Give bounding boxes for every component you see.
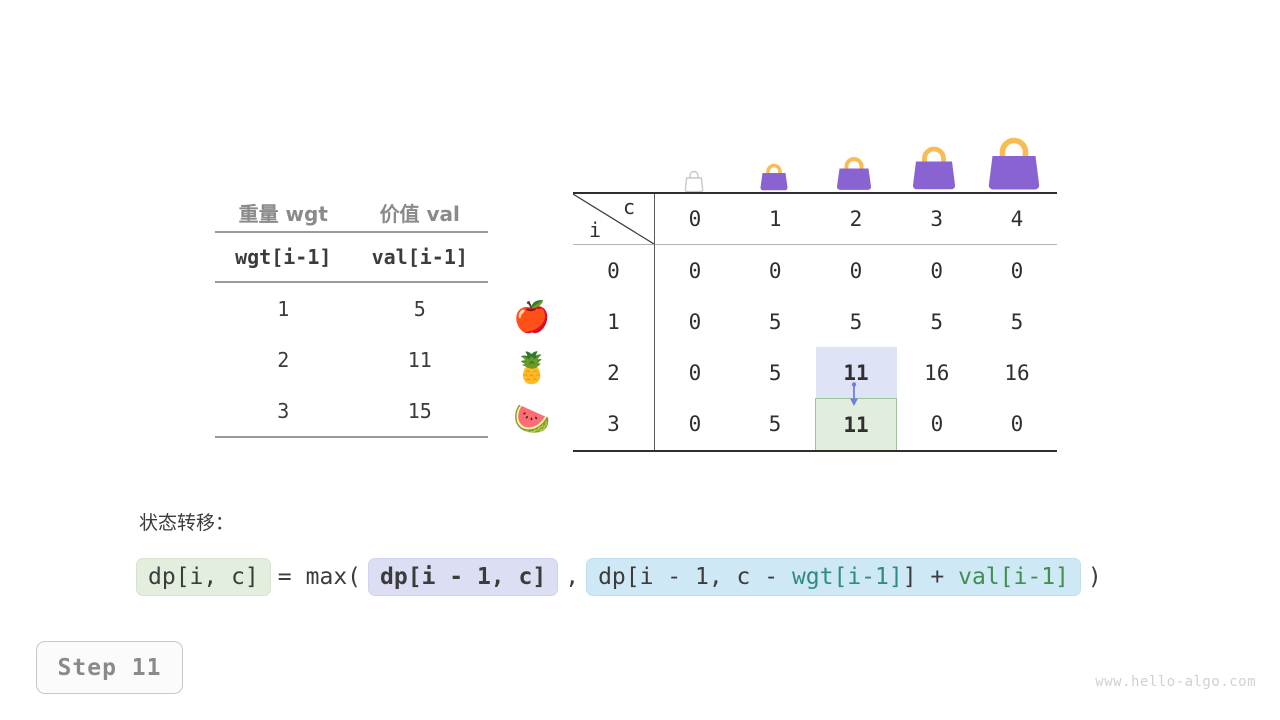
item-weight-cell: 3 [277,398,290,423]
dp-cell: 5 [1010,309,1024,334]
item-weight-cell: 2 [277,347,290,372]
formula-target: dp[i, c] [136,558,271,596]
item-table-subheader-val: val[i-1] [371,245,468,269]
dp-col-header: 1 [768,207,782,231]
transition-arrow-icon [847,382,861,408]
dp-cell-current-highlight: 11 [815,398,897,452]
item-table-header-weight: 重量 wgt [238,201,328,226]
apple-icon: 🍎 [513,300,551,335]
pineapple-icon: 🍍 [513,351,551,386]
dp-col-header: 4 [1010,207,1024,231]
formula-option-take: dp[i - 1, c - wgt[i-1]] + val[i-1] [586,558,1081,596]
formula-max-open: max( [305,564,362,590]
dp-col-header: 3 [930,207,944,231]
dp-cell-source-highlight: 11 [815,347,897,399]
dp-cell: 5 [768,412,782,437]
dp-table-axis-corner: i c [573,193,655,245]
item-value-cell: 5 [413,296,426,321]
bag-icon-capacity-1 [734,120,814,192]
transition-formula: dp[i, c] = max( dp[i - 1, c] , dp[i - 1,… [136,558,1109,596]
item-value-cell: 11 [407,347,432,372]
watermark: www.hello-algo.com [1095,674,1256,690]
item-table-subheader-wgt: wgt[i-1] [235,245,332,269]
formula-close-paren: ) [1087,564,1102,590]
item-table-subheader-row: wgt[i-1] val[i-1] [215,232,488,282]
watermelon-icon: 🍉 [513,402,551,437]
dp-cell: 5 [768,309,782,334]
dp-cell: 0 [688,309,702,334]
dp-cell: 0 [849,258,863,283]
formula-equals: = [277,564,292,590]
dp-row-header: 3 [573,398,655,451]
bag-capacity-row [654,120,1054,192]
dp-cell-pending: 0 [1010,412,1024,437]
bag-icon-capacity-0 [654,120,734,192]
dp-cell: 5 [849,309,863,334]
dp-table-row: 0 0 0 0 0 0 [573,244,1057,296]
dp-cell: 0 [768,258,782,283]
formula-val-term: val[i-1] [958,564,1069,590]
item-table-row: 2 11 [215,334,488,385]
dp-row-header: 2 [573,347,655,399]
dp-col-header: 0 [688,207,702,231]
axis-diagonal-icon [573,194,654,244]
transition-label: 状态转移： [139,512,235,534]
bag-icon-capacity-3 [894,120,974,192]
dp-cell: 5 [768,360,782,385]
dp-cell: 0 [930,258,944,283]
dp-cell: 5 [930,309,944,334]
item-table-header-value: 价值 val [379,201,460,226]
formula-option-take-mid: ] + [902,564,959,590]
dp-cell: 0 [688,412,702,437]
item-table-header-row: 重量 wgt 价值 val [215,193,488,232]
formula-comma: , [565,564,580,590]
dp-row-header: 1 [573,296,655,347]
dp-table-header-row: i c 0 1 2 3 4 [573,193,1057,245]
dp-cell-pending: 0 [930,412,944,437]
dp-cell: 0 [1010,258,1024,283]
bag-icon-capacity-2 [814,120,894,192]
dp-col-header: 2 [849,207,863,231]
item-table: 重量 wgt 价值 val wgt[i-1] val[i-1] 1 5 2 11… [215,193,488,438]
dp-table-grid: i c 0 1 2 3 4 0 0 0 0 0 0 1 0 [573,192,1057,452]
dp-cell: 0 [688,360,702,385]
item-weight-cell: 1 [277,296,290,321]
formula-wgt-term: wgt[i-1] [791,564,903,590]
axis-label-i: i [589,218,602,242]
axis-label-c: c [622,195,635,219]
dp-row-header: 0 [573,244,655,296]
dp-table-row: 1 0 5 5 5 5 [573,296,1057,347]
dp-table: i c 0 1 2 3 4 0 0 0 0 0 0 1 0 [573,192,1057,452]
bag-icon-capacity-4 [974,120,1054,192]
formula-option-skip: dp[i - 1, c] [368,558,559,596]
item-table-grid: 重量 wgt 价值 val wgt[i-1] val[i-1] 1 5 2 11… [215,193,488,438]
step-badge: Step 11 [36,641,183,694]
dp-cell: 0 [688,258,702,283]
dp-table-row: 2 0 5 11 16 16 [573,347,1057,399]
item-value-cell: 15 [407,398,432,423]
dp-cell: 16 [1004,360,1030,385]
formula-option-take-pre: dp[i - 1, c - [598,564,792,590]
item-table-row: 3 15 [215,385,488,437]
dp-table-row: 3 0 5 11 0 0 [573,398,1057,452]
item-table-row: 1 5 [215,282,488,334]
dp-cell: 16 [924,360,950,385]
